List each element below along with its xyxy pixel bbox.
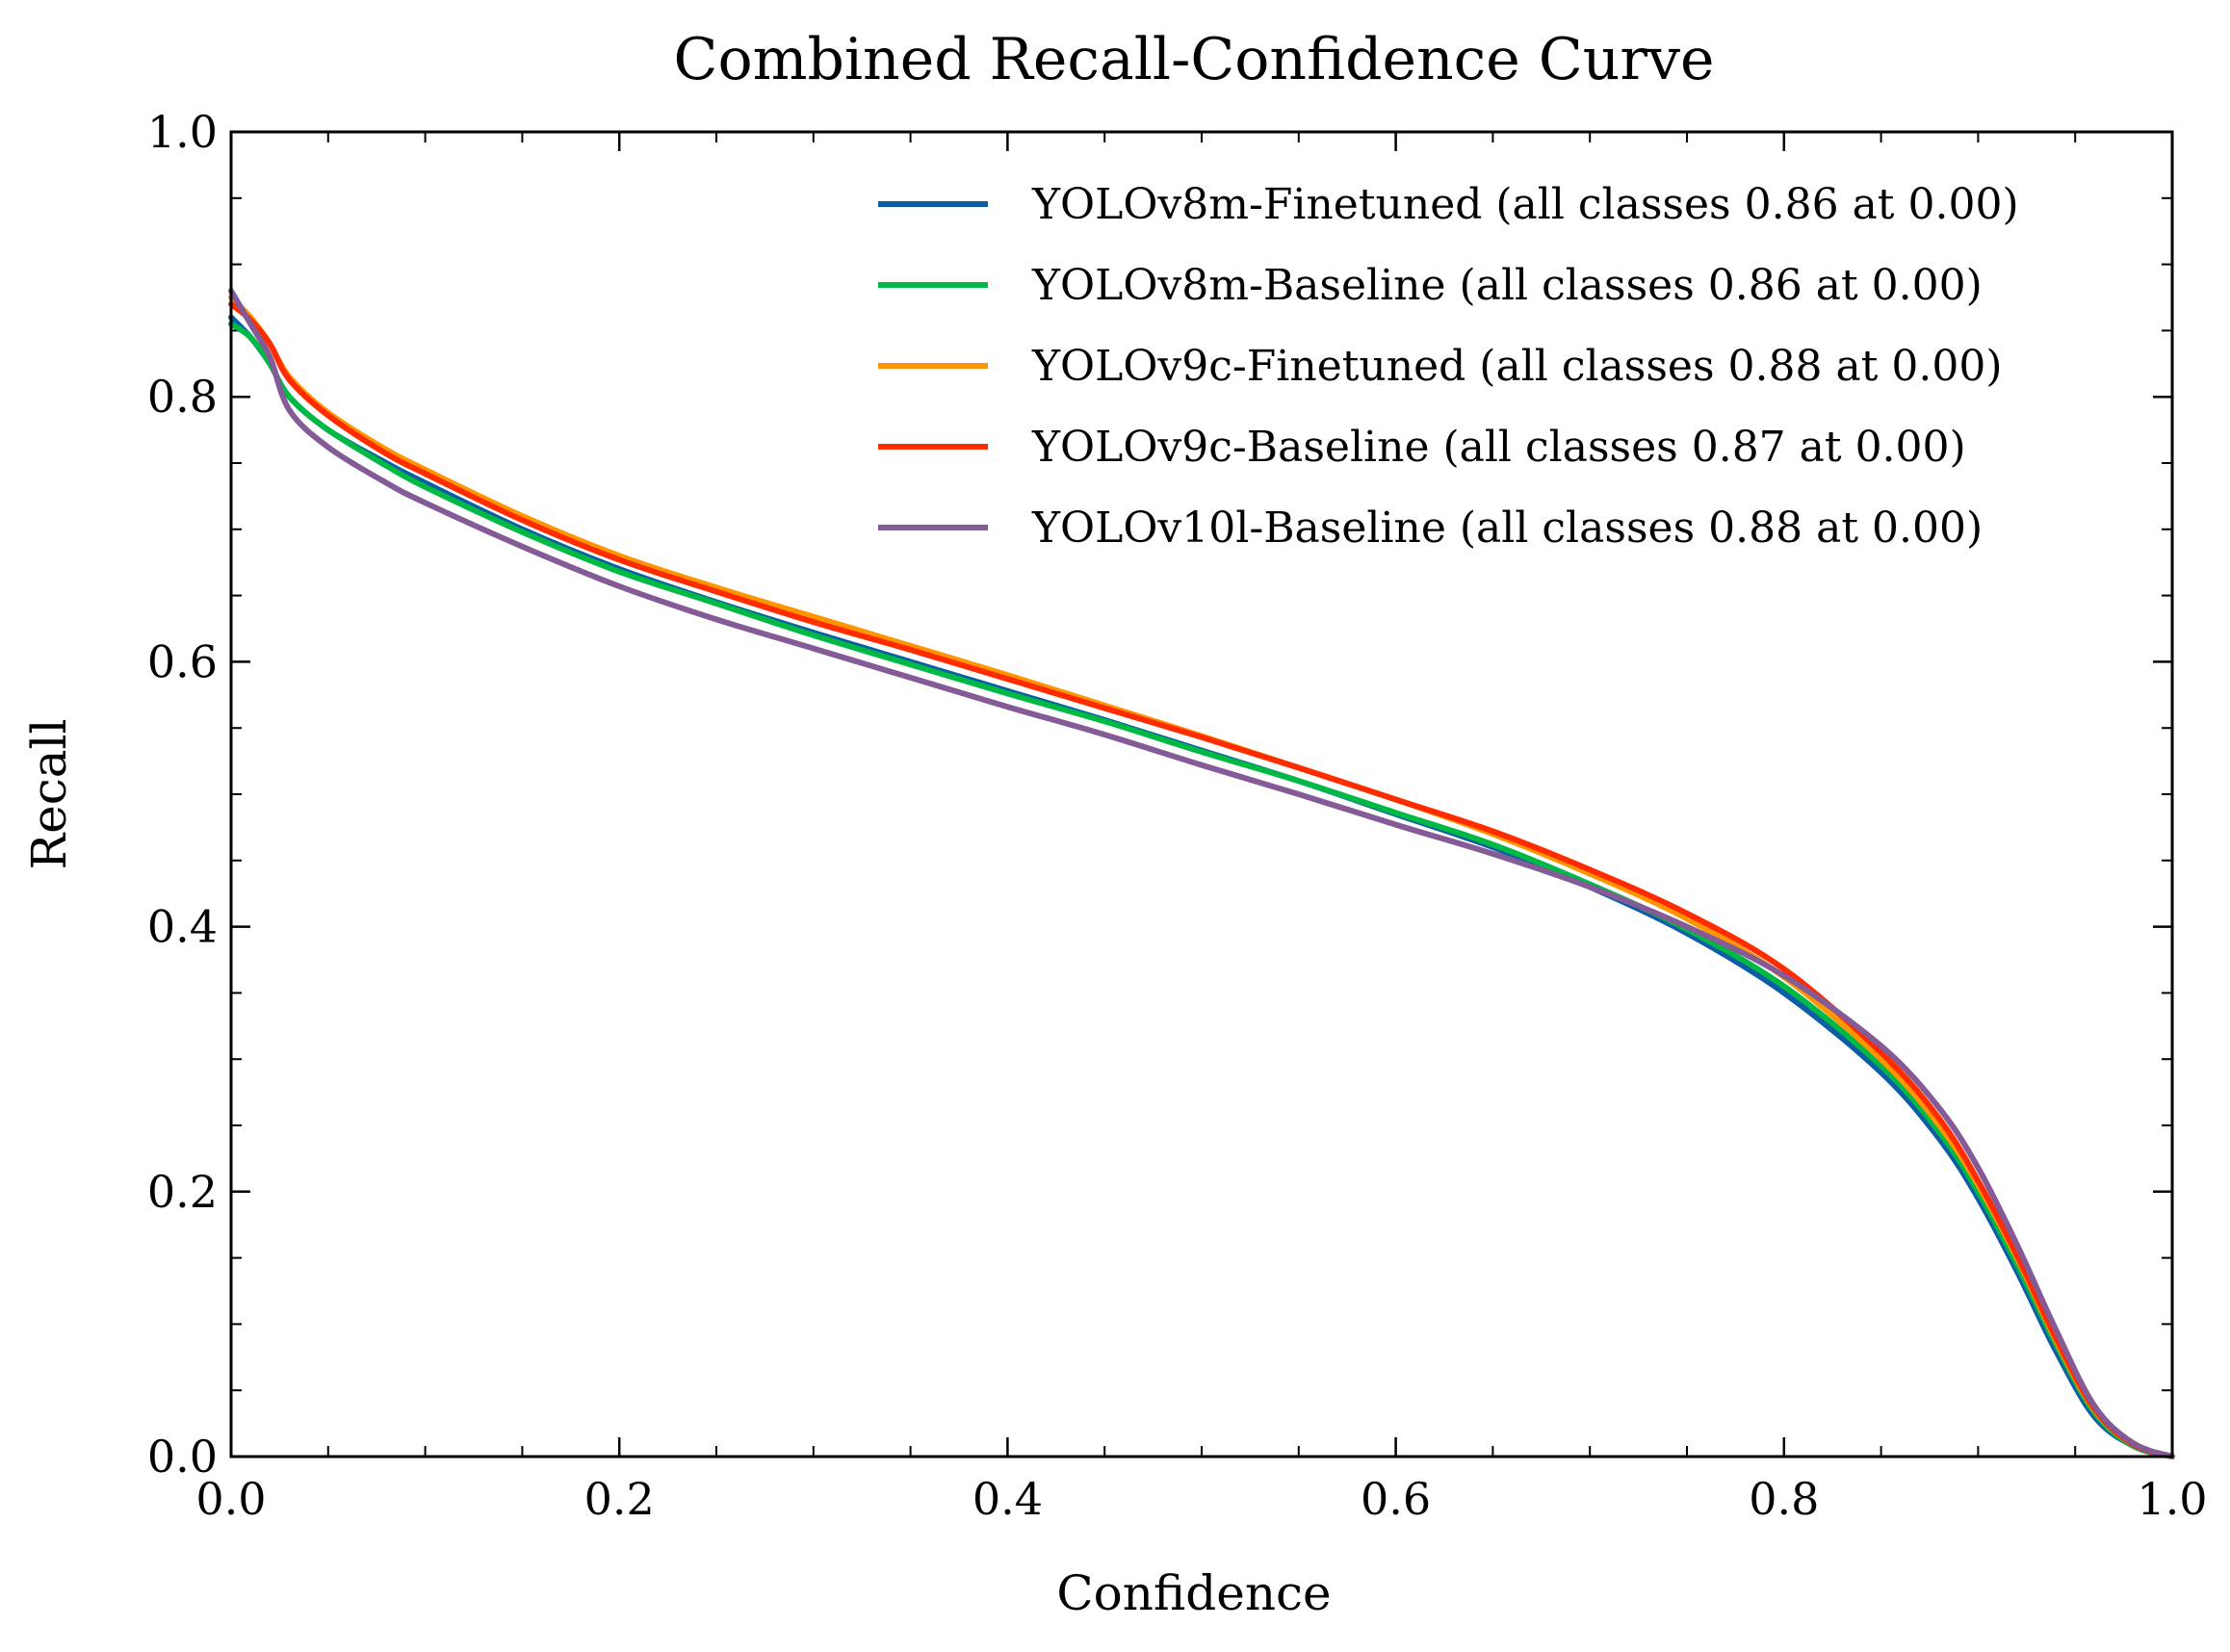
series-line-0 [228,314,2175,1459]
legend-entry-2: YOLOv9c-Finetuned (all classes 0.88 at 0… [1031,342,2003,391]
y-tick-label: 0.0 [147,1431,218,1483]
x-tick-label: 0.4 [972,1473,1043,1525]
series-line-4 [228,288,2175,1459]
legend-entry-4: YOLOv10l-Baseline (all classes 0.88 at 0… [1031,503,1983,553]
axis-ticks [229,130,2174,1458]
axis-tick-labels: 0.00.0 0.2 0.2 0.4 0.4 0.6 0.6 0.8 0.8 1.0 1.0 [147,106,2208,1525]
y-axis-label: Recall [21,718,77,869]
legend-entry-3: YOLOv9c-Baseline (all classes 0.87 at 0.… [1031,423,1966,472]
series-line-1 [228,321,2175,1459]
chart-title: Combined Recall-Confidence Curve [674,26,1715,93]
y-tick-label: 0.6 [147,635,218,687]
x-tick-label: 0.0 [195,1473,266,1525]
x-tick-label: 1.0 [2137,1473,2207,1525]
x-axis-label: Confidence [1056,1565,1331,1621]
y-tick-label: 0.8 [147,371,218,423]
y-tick-label: 1.0 [147,106,218,158]
series-line-3 [228,300,2175,1459]
plot-frame [229,130,2174,1458]
y-tick-label: 0.2 [147,1166,218,1218]
x-tick-label: 0.8 [1749,1473,1819,1525]
x-tick-label: 0.6 [1361,1473,1431,1525]
x-tick-label: 0.2 [584,1473,655,1525]
plot-series-lines [228,288,2175,1459]
legend-entry-1: YOLOv8m-Baseline (all classes 0.86 at 0.… [1031,261,1983,310]
legend: YOLOv8m-Finetuned (all classes 0.86 at 0… [878,180,2019,553]
legend-entry-0: YOLOv8m-Finetuned (all classes 0.86 at 0… [1031,180,2019,229]
y-tick-label: 0.4 [147,901,218,953]
